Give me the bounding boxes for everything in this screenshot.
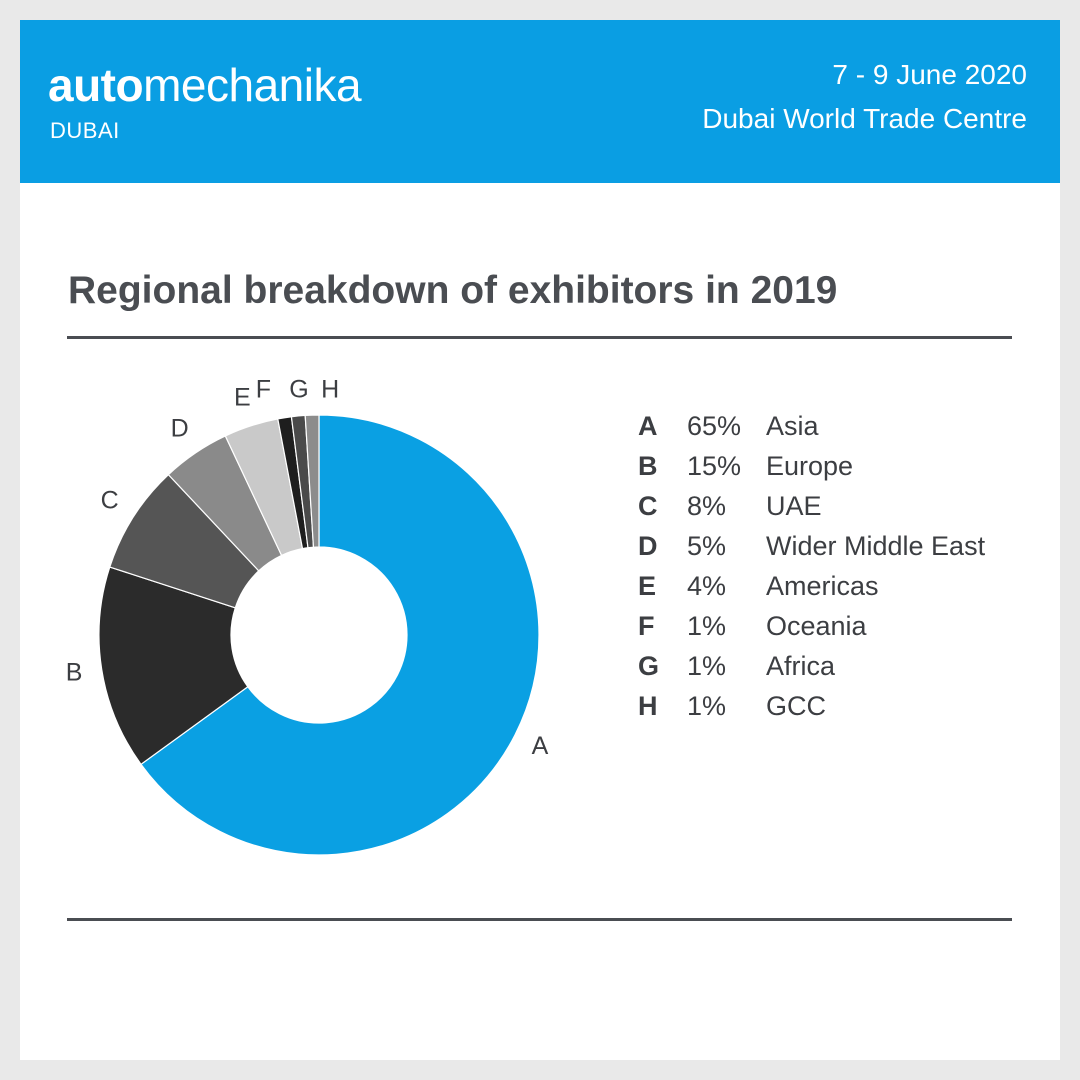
legend-letter: E [638, 571, 657, 601]
slice-label-g: G [289, 376, 308, 404]
legend-letter: H [638, 691, 658, 721]
event-date: 7 - 9 June 2020 [832, 59, 1027, 90]
legend-letter: G [638, 651, 660, 681]
brand-location: DUBAI [50, 118, 120, 143]
legend-region: Americas [766, 571, 879, 601]
header-banner: automechanika DUBAI 7 - 9 June 2020 Duba… [20, 20, 1060, 183]
slice-label-b: B [66, 658, 83, 686]
legend-letter: F [638, 611, 655, 641]
divider-bottom [67, 918, 1012, 921]
legend-region: Africa [766, 651, 836, 681]
slice-b [98, 566, 249, 766]
slice-label-c: C [101, 487, 119, 515]
slice-label-a: A [532, 732, 549, 760]
brand-logo-light: mechanika [143, 59, 362, 111]
legend-region: GCC [766, 691, 826, 721]
legend-percent: 4% [687, 571, 727, 601]
slice-label-d: D [171, 414, 189, 442]
legend-region: Oceania [766, 611, 867, 641]
legend-region: Wider Middle East [766, 531, 986, 561]
slice-label-e: E [234, 384, 251, 412]
legend-letter: D [638, 531, 658, 561]
chart-title: Regional breakdown of exhibitors in 2019 [68, 269, 838, 312]
legend-percent: 1% [687, 611, 727, 641]
legend-percent: 1% [687, 691, 727, 721]
legend-region: Asia [766, 411, 819, 441]
slice-label-h: H [321, 376, 339, 404]
legend-percent: 5% [687, 531, 727, 561]
brand-logo-bold: auto [48, 59, 144, 111]
brand-logo: automechanika [48, 58, 362, 112]
legend-letter: B [638, 451, 658, 481]
legend-region: Europe [766, 451, 854, 481]
legend-percent: 15% [687, 451, 742, 481]
legend-percent: 65% [687, 411, 742, 441]
donut-chart: A B C D E F G H [66, 376, 549, 856]
divider-top [67, 336, 1012, 339]
legend-letter: A [638, 411, 658, 441]
legend-percent: 1% [687, 651, 727, 681]
event-venue: Dubai World Trade Centre [702, 103, 1027, 134]
legend-region: UAE [766, 491, 822, 521]
legend-letter: C [638, 491, 658, 521]
slice-a [140, 414, 540, 856]
slice-label-f: F [256, 376, 271, 404]
slice-h [304, 414, 320, 548]
card: automechanika DUBAI 7 - 9 June 2020 Duba… [20, 20, 1060, 1060]
legend-percent: 8% [687, 491, 727, 521]
